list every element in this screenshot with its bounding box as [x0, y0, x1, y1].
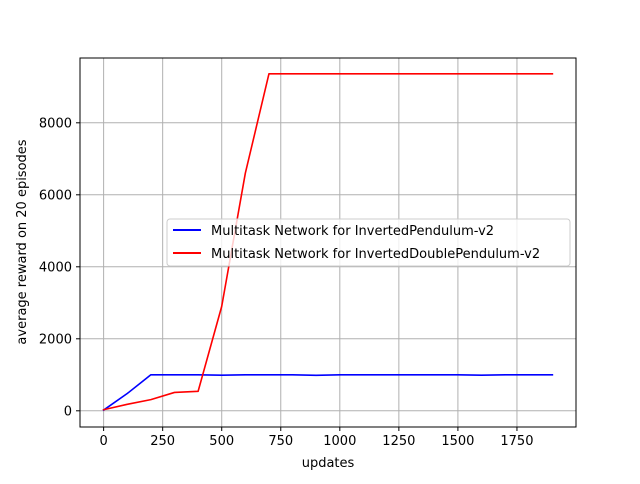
x-tick-label: 1500 — [441, 434, 474, 449]
y-tick-label: 4000 — [39, 260, 72, 275]
x-axis-label: updates — [302, 456, 355, 471]
x-tick-label: 250 — [150, 434, 175, 449]
plot-frame — [79, 57, 577, 428]
series-line-double-pendulum — [102, 73, 554, 411]
legend: Multitask Network for InvertedPendulum-v… — [166, 218, 571, 267]
x-tick-label: 0 — [99, 434, 107, 449]
x-tick-label: 1250 — [382, 434, 415, 449]
y-axis-label: average reward on 20 episodes — [15, 139, 30, 344]
legend-label-pendulum: Multitask Network for InvertedPendulum-v… — [211, 224, 494, 239]
y-tick-label: 6000 — [39, 188, 72, 203]
x-tick-label: 750 — [268, 434, 293, 449]
axis-ticks: 0 250 500 750 1000 1250 1500 1750 0 2000 4000 6000 8… — [39, 116, 534, 449]
y-tick-label: 2000 — [39, 332, 72, 347]
legend-box — [166, 218, 571, 267]
series-line-pendulum — [102, 373, 554, 412]
x-tick-label: 500 — [209, 434, 234, 449]
series-lines — [102, 73, 554, 412]
legend-label-double-pendulum: Multitask Network for InvertedDoublePend… — [211, 247, 540, 262]
y-tick-label: 0 — [64, 404, 72, 419]
y-tick-label: 8000 — [39, 116, 72, 131]
x-tick-label: 1000 — [323, 434, 356, 449]
x-tick-label: 1750 — [500, 434, 533, 449]
